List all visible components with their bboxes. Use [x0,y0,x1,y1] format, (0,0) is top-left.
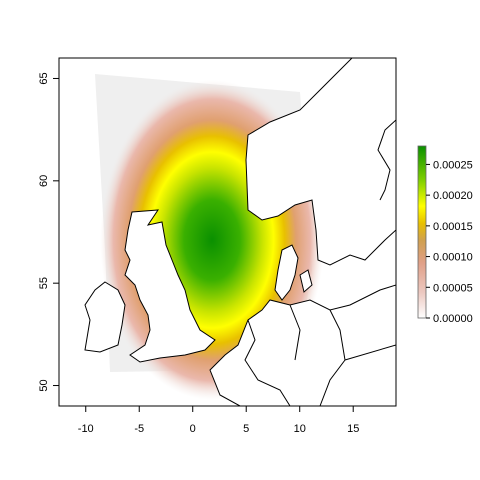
legend-tick-label: 0.00025 [433,159,473,171]
denmark-islands [299,269,313,293]
legend-tick-label: 0.00005 [433,282,473,294]
continental-europe [209,284,396,406]
coastlines [84,58,396,406]
legend-tick-label: 0.00020 [433,190,473,202]
eastern-landmass [377,119,396,201]
scandinavia-landmass [245,58,396,266]
x-tick-label: -10 [78,423,94,435]
x-tick-label: 0 [190,423,196,435]
legend-tick-label: 0.00010 [433,252,473,264]
legend-colorbar [417,145,427,319]
plot-area [84,58,396,406]
x-tick-label: 15 [347,423,359,435]
y-tick-label: 65 [38,72,50,84]
denmark [274,244,299,301]
plot-frame [58,57,397,407]
great-britain [124,209,216,363]
y-tick-label: 60 [38,175,50,187]
x-tick-label: 10 [294,423,306,435]
x-tick-label: -5 [134,423,144,435]
y-tick-label: 50 [38,379,50,391]
y-tick-label: 55 [38,277,50,289]
country-borders [244,304,396,406]
x-tick-label: 5 [243,423,249,435]
legend-tick-label: 0.00015 [433,221,473,233]
ireland [84,281,126,353]
legend-ticks: 0.00025 0.00020 0.00015 0.00010 0.00005 0.000… [426,159,473,325]
legend-tick-label: 0.00000 [433,313,473,325]
x-axis: -10 -5 0 5 10 15 [78,406,359,435]
legend: 0.00025 0.00020 0.00015 0.00010 0.00005 0.000… [417,145,473,325]
y-axis: 50 55 60 65 [38,72,59,392]
